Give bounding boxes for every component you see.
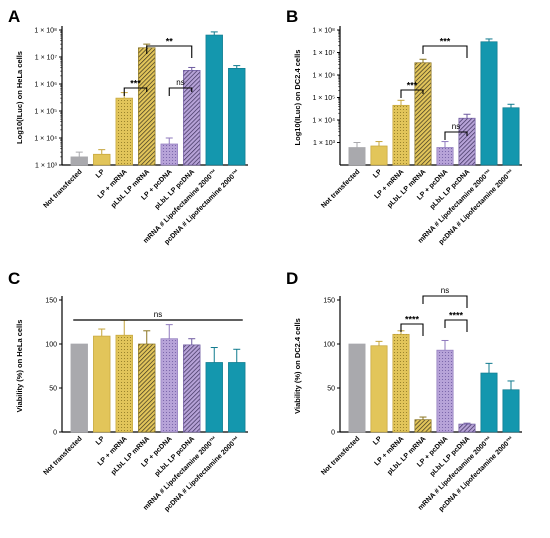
category-label: LP [372, 435, 384, 447]
significance-bracket [123, 87, 148, 96]
significance-bracket [146, 45, 193, 58]
panel-letter: A [8, 7, 20, 26]
bar [370, 145, 388, 166]
bar [138, 343, 156, 433]
significance-bracket [400, 323, 424, 336]
category-label: Not transfected [42, 168, 83, 209]
y-axis-title: Log10(ILuc) on DC2.4 cells [293, 50, 302, 146]
category-label: pLbL LP pcDNA [429, 435, 471, 477]
bar [458, 117, 476, 166]
significance-bracket [168, 87, 193, 96]
significance-bracket [422, 45, 468, 58]
y-tick-label: 1 × 10³ [35, 163, 58, 170]
bar [348, 343, 366, 433]
bar [160, 143, 178, 166]
y-tick-label: 1 × 10⁵ [312, 95, 335, 102]
bar [480, 372, 498, 433]
y-tick-label: 1 × 10⁷ [313, 50, 336, 57]
bar [138, 47, 156, 166]
y-tick-label: 1 × 10⁸ [34, 28, 57, 35]
y-axis-title: Viability (%) on DC2.4 cells [293, 318, 302, 414]
y-axis-title: Log10(ILuc) on HeLa cells [15, 51, 24, 144]
category-label: pLbL LP mRNA [386, 168, 427, 209]
bar [502, 107, 520, 166]
y-axis-title: Viability (%) on HeLa cells [15, 320, 24, 413]
bar [93, 335, 111, 433]
bar [205, 362, 223, 433]
significance-label: ns [441, 286, 449, 295]
bar [458, 423, 476, 433]
significance-label: **** [405, 315, 420, 325]
bar [392, 333, 410, 433]
bar [183, 344, 201, 433]
y-tick-label: 0 [331, 430, 335, 437]
bar [205, 34, 223, 166]
bar [392, 104, 410, 166]
significance-label: *** [440, 37, 451, 47]
significance-label: *** [130, 79, 141, 89]
y-tick-label: 1 × 10⁸ [312, 28, 335, 35]
bar [436, 147, 454, 166]
panel-D: D 0 50 100 150 Viability (%) on DC2.4 cells No… [286, 269, 522, 513]
panel-B: B 1 × 10³ 1 × 10⁴ 1 × 10⁵ 1 × 10⁶ 1 × 10⁷ 1 × … [286, 7, 522, 246]
panel-A: A 1 × 10³ 1 × 10⁴ 1 × 10⁵ 1 × 10⁶ 1 × 10⁷ 1 × … [8, 7, 248, 246]
bar [228, 67, 246, 166]
bar [414, 62, 432, 166]
y-tick-label: 150 [45, 298, 57, 305]
category-label: Not transfected [42, 435, 83, 476]
bar [228, 362, 246, 433]
panel-letter: D [286, 269, 298, 288]
significance-label: ** [166, 37, 174, 47]
bar [183, 70, 201, 166]
bar [70, 343, 88, 433]
bar [370, 345, 388, 433]
category-label: pLbL LP pcDNA [154, 168, 196, 210]
category-label: pLbL LP pcDNA [429, 168, 471, 210]
bar [436, 349, 454, 433]
bar [115, 334, 133, 433]
significance-bracket [444, 319, 468, 332]
y-tick-label: 50 [49, 386, 57, 393]
category-label: pLbL LP mRNA [386, 435, 427, 476]
bar [502, 389, 520, 433]
bar [93, 153, 111, 166]
significance-label: *** [407, 81, 418, 91]
y-tick-label: 1 × 10⁴ [34, 136, 57, 143]
significance-label: ns [452, 122, 460, 131]
y-tick-label: 1 × 10³ [313, 140, 336, 147]
bar [115, 97, 133, 166]
category-label: LP [95, 168, 107, 180]
bar [414, 419, 432, 433]
bar [348, 147, 366, 166]
category-label: pLbL LP pcDNA [154, 435, 196, 477]
significance-label: ns [154, 310, 162, 319]
y-tick-label: 1 × 10⁵ [34, 109, 57, 116]
y-tick-label: 100 [45, 342, 57, 349]
panel-C: C 0 50 100 150 Viability (%) on HeLa cells Not… [8, 269, 248, 513]
bar [160, 338, 178, 433]
y-tick-label: 1 × 10⁶ [312, 73, 335, 80]
category-label: Not transfected [320, 168, 361, 209]
y-tick-label: 1 × 10⁷ [35, 55, 58, 62]
significance-bracket [444, 131, 468, 140]
y-tick-label: 150 [323, 298, 335, 305]
y-tick-label: 1 × 10⁴ [312, 118, 335, 125]
significance-bracket [422, 295, 468, 308]
y-tick-label: 50 [327, 386, 335, 393]
significance-label: **** [449, 311, 464, 321]
y-tick-label: 100 [323, 342, 335, 349]
category-label: LP [95, 435, 107, 447]
panel-letter: B [286, 7, 298, 26]
y-tick-label: 0 [53, 430, 57, 437]
significance-bracket [400, 89, 424, 98]
y-tick-label: 1 × 10⁶ [34, 82, 57, 89]
category-label: LP [372, 168, 384, 180]
bar [70, 156, 88, 166]
bar [480, 41, 498, 166]
panel-letter: C [8, 269, 20, 288]
significance-label: ns [176, 78, 184, 87]
category-label: Not transfected [320, 435, 361, 476]
